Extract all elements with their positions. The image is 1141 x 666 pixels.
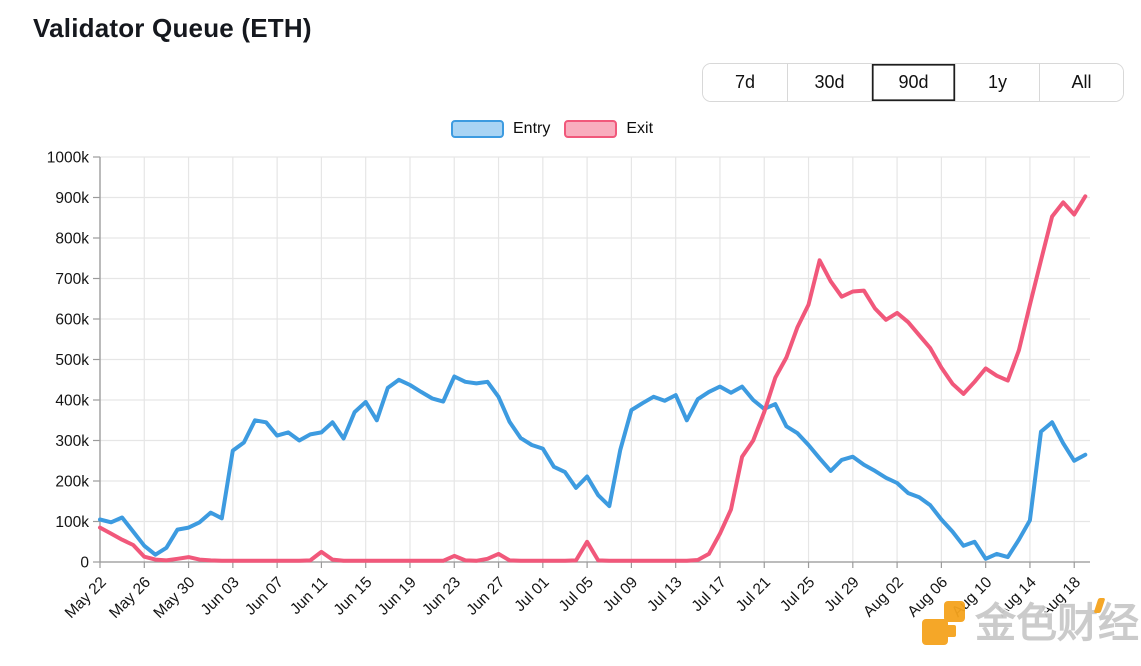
y-tick-label: 600k bbox=[55, 312, 89, 329]
x-tick-label: Aug 14 bbox=[993, 574, 1040, 621]
page-title: Validator Queue (ETH) bbox=[33, 13, 312, 43]
x-tick-label: May 26 bbox=[106, 574, 154, 622]
x-tick-label: Jun 03 bbox=[198, 574, 243, 619]
x-tick-label: Jun 15 bbox=[331, 574, 376, 619]
legend-label: Exit bbox=[626, 120, 654, 137]
x-tick-label: May 22 bbox=[62, 574, 110, 622]
legend-item-exit[interactable]: Exit bbox=[564, 120, 653, 138]
x-tick-label: Aug 06 bbox=[904, 574, 951, 621]
x-tick-label: Jul 25 bbox=[777, 574, 818, 615]
range-button-30d[interactable]: 30d bbox=[787, 64, 871, 101]
x-tick-label: May 30 bbox=[150, 574, 198, 622]
x-tick-label: Jul 17 bbox=[689, 574, 730, 615]
range-button-all[interactable]: All bbox=[1039, 64, 1123, 101]
y-tick-label: 900k bbox=[55, 190, 89, 207]
legend-swatch-exit bbox=[564, 120, 618, 138]
y-tick-label: 400k bbox=[55, 393, 89, 410]
legend-item-entry[interactable]: Entry bbox=[451, 120, 550, 138]
x-tick-label: Jul 21 bbox=[733, 574, 774, 615]
y-tick-label: 800k bbox=[55, 231, 89, 248]
range-button-7d[interactable]: 7d bbox=[703, 64, 787, 101]
y-tick-label: 200k bbox=[55, 474, 89, 491]
x-tick-label: Jun 11 bbox=[287, 574, 331, 618]
y-tick-label: 100k bbox=[55, 514, 89, 531]
x-tick-label: Aug 18 bbox=[1037, 574, 1084, 621]
y-tick-label: 1000k bbox=[47, 150, 89, 167]
legend-label: Entry bbox=[513, 120, 551, 137]
x-tick-label: Jun 07 bbox=[242, 574, 287, 619]
x-tick-label: Aug 02 bbox=[860, 574, 907, 621]
x-tick-label: Jun 23 bbox=[419, 574, 464, 619]
x-tick-label: Jul 05 bbox=[556, 574, 597, 615]
x-tick-label: Jul 01 bbox=[511, 574, 552, 615]
x-tick-label: Jul 29 bbox=[821, 574, 862, 615]
y-tick-label: 700k bbox=[55, 271, 89, 288]
range-button-90d[interactable]: 90d bbox=[871, 64, 955, 101]
exit-line bbox=[98, 194, 1088, 563]
x-tick-label: Jul 09 bbox=[600, 574, 641, 615]
y-tick-label: 0 bbox=[80, 555, 89, 572]
x-tick-label: Aug 10 bbox=[949, 574, 996, 621]
entry-line bbox=[98, 374, 1088, 561]
x-tick-label: Jul 13 bbox=[644, 574, 685, 615]
y-tick-label: 300k bbox=[55, 433, 89, 450]
range-button-1y[interactable]: 1y bbox=[955, 64, 1039, 101]
x-tick-label: Jun 19 bbox=[375, 574, 420, 619]
y-tick-label: 500k bbox=[55, 352, 89, 369]
x-tick-label: Jun 27 bbox=[463, 574, 508, 619]
legend-swatch-entry bbox=[451, 120, 504, 138]
chart-legend: Entry Exit bbox=[451, 120, 653, 138]
time-range-button-group: 7d 30d 90d 1y All bbox=[702, 63, 1124, 102]
